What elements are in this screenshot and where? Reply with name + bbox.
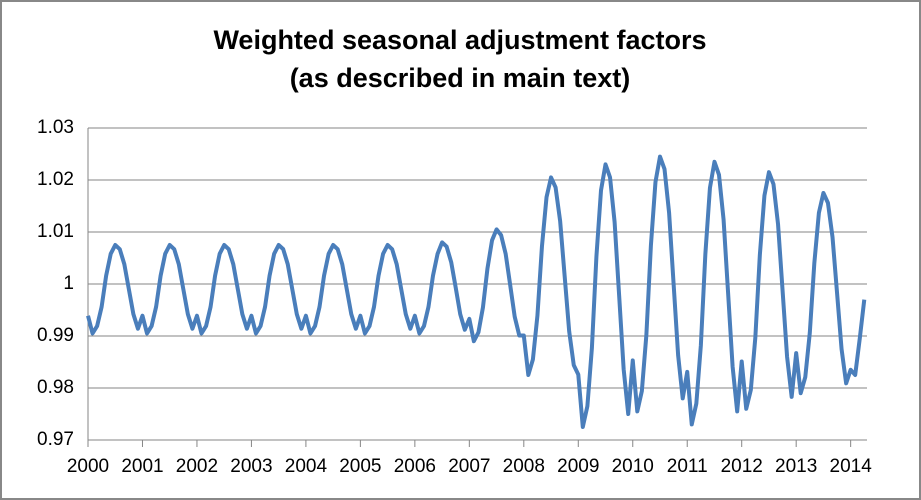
x-tick-label: 2002 xyxy=(176,456,218,477)
x-tick-label: 2012 xyxy=(721,456,763,477)
x-tick-label: 2009 xyxy=(557,456,599,477)
x-tick-label: 2003 xyxy=(230,456,272,477)
x-tick-label: 2004 xyxy=(285,456,328,477)
chart-title: Weighted seasonal adjustment factors xyxy=(213,25,706,55)
x-tick-label: 2010 xyxy=(612,456,654,477)
y-tick-label: 1.03 xyxy=(37,117,74,138)
y-tick-label: 1 xyxy=(63,273,74,294)
x-tick-label: 2011 xyxy=(667,456,708,477)
x-tick-label: 2005 xyxy=(339,456,381,477)
x-tick-label: 2001 xyxy=(121,456,163,477)
y-tick-label: 1.02 xyxy=(37,169,74,190)
x-tick-label: 2007 xyxy=(448,456,490,477)
y-tick-label: 1.01 xyxy=(37,221,74,242)
y-tick-label: 0.97 xyxy=(37,429,74,450)
x-tick-label: 2014 xyxy=(830,456,873,477)
chart-title: (as described in main text) xyxy=(290,63,631,93)
x-tick-label: 2000 xyxy=(67,456,109,477)
data-line xyxy=(86,154,867,429)
y-tick-label: 0.99 xyxy=(37,325,74,346)
x-tick-label: 2008 xyxy=(503,456,545,477)
x-tick-label: 2013 xyxy=(775,456,817,477)
x-tick-label: 2006 xyxy=(394,456,436,477)
y-tick-label: 0.98 xyxy=(37,377,74,398)
